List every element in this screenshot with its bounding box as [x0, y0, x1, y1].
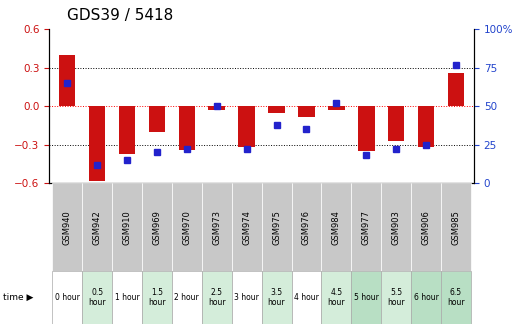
- Bar: [292, 271, 321, 324]
- Bar: [321, 183, 351, 271]
- Bar: [268, 106, 285, 113]
- Bar: [441, 183, 471, 271]
- Bar: [262, 183, 292, 271]
- Bar: [448, 73, 464, 106]
- Text: GSM906: GSM906: [422, 210, 430, 245]
- Text: 2.5
hour: 2.5 hour: [208, 288, 225, 307]
- Text: 3 hour: 3 hour: [234, 293, 259, 302]
- Text: 5.5
hour: 5.5 hour: [387, 288, 405, 307]
- Text: GSM977: GSM977: [362, 210, 371, 245]
- Bar: [418, 106, 434, 147]
- Text: 6 hour: 6 hour: [414, 293, 439, 302]
- Text: GSM973: GSM973: [212, 210, 221, 245]
- Bar: [179, 106, 195, 150]
- Text: 5 hour: 5 hour: [354, 293, 379, 302]
- Text: 1 hour: 1 hour: [114, 293, 139, 302]
- Bar: [89, 106, 105, 181]
- Bar: [321, 271, 351, 324]
- Bar: [238, 106, 255, 147]
- Bar: [172, 183, 202, 271]
- Bar: [202, 183, 232, 271]
- Bar: [172, 271, 202, 324]
- Text: 4 hour: 4 hour: [294, 293, 319, 302]
- Text: GSM903: GSM903: [392, 210, 401, 245]
- Bar: [411, 271, 441, 324]
- Text: GSM975: GSM975: [272, 210, 281, 245]
- Bar: [262, 271, 292, 324]
- Text: GSM969: GSM969: [152, 210, 162, 245]
- Text: 0.5
hour: 0.5 hour: [88, 288, 106, 307]
- Bar: [149, 106, 165, 132]
- Bar: [358, 106, 375, 151]
- Text: time ▶: time ▶: [3, 293, 33, 302]
- Text: GSM940: GSM940: [63, 210, 71, 245]
- Bar: [298, 106, 315, 116]
- Bar: [328, 106, 344, 110]
- Bar: [142, 183, 172, 271]
- Text: GSM985: GSM985: [452, 210, 461, 245]
- Bar: [82, 183, 112, 271]
- Bar: [59, 55, 76, 106]
- Bar: [52, 183, 82, 271]
- Bar: [388, 106, 405, 141]
- Bar: [351, 183, 381, 271]
- Bar: [208, 106, 225, 110]
- Text: 0 hour: 0 hour: [55, 293, 80, 302]
- Bar: [351, 271, 381, 324]
- Bar: [411, 183, 441, 271]
- Bar: [112, 183, 142, 271]
- Bar: [232, 271, 262, 324]
- Bar: [52, 271, 82, 324]
- Text: 4.5
hour: 4.5 hour: [327, 288, 345, 307]
- Bar: [381, 183, 411, 271]
- Bar: [232, 183, 262, 271]
- Bar: [381, 271, 411, 324]
- Bar: [292, 183, 321, 271]
- Bar: [112, 271, 142, 324]
- Bar: [82, 271, 112, 324]
- Text: 6.5
hour: 6.5 hour: [447, 288, 465, 307]
- Text: GSM970: GSM970: [182, 210, 191, 245]
- Text: GSM910: GSM910: [122, 210, 132, 245]
- Text: GSM984: GSM984: [332, 210, 341, 245]
- Text: GSM942: GSM942: [93, 210, 102, 245]
- Bar: [119, 106, 135, 154]
- Text: 3.5
hour: 3.5 hour: [268, 288, 285, 307]
- Bar: [142, 271, 172, 324]
- Text: 2 hour: 2 hour: [175, 293, 199, 302]
- Bar: [202, 271, 232, 324]
- Text: GDS39 / 5418: GDS39 / 5418: [67, 8, 174, 23]
- Text: 1.5
hour: 1.5 hour: [148, 288, 166, 307]
- Text: GSM976: GSM976: [302, 210, 311, 245]
- Text: GSM974: GSM974: [242, 210, 251, 245]
- Bar: [441, 271, 471, 324]
